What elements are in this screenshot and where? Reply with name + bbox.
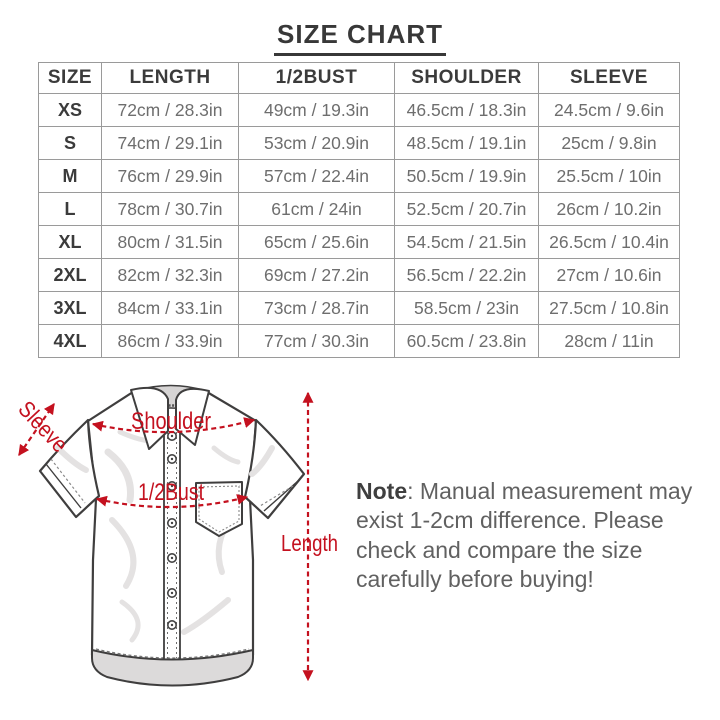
table-row: XL 80cm / 31.5in 65cm / 25.6in 54.5cm / 21.…	[38, 225, 680, 259]
size-chart-table: SIZE LENGTH 1/2BUST SHOULDER SLEEVE XS 72cm /…	[38, 62, 680, 358]
measure-cell: 72cm / 28.3in	[101, 93, 239, 127]
note-line: check and compare the size	[356, 536, 643, 563]
note-line: Note: Manual measurement may	[356, 478, 693, 504]
right-cuff-stitch	[259, 485, 294, 507]
size-cell: M	[38, 159, 102, 193]
measure-cell: 65cm / 25.6in	[238, 225, 395, 259]
column-header: SLEEVE	[538, 62, 680, 94]
measure-cell: 82cm / 32.3in	[101, 258, 239, 292]
measure-cell: 84cm / 33.1in	[101, 291, 239, 325]
measure-cell: 24.5cm / 9.6in	[538, 93, 680, 127]
measure-cell: 26cm / 10.2in	[538, 192, 680, 226]
size-cell: 4XL	[38, 324, 102, 358]
size-cell: XS	[38, 93, 102, 127]
measure-cell: 74cm / 29.1in	[101, 126, 239, 160]
shoulder-label: Shoulder	[131, 408, 211, 435]
measure-cell: 27.5cm / 10.8in	[538, 291, 680, 325]
shoulder-arrow	[91, 417, 256, 434]
note-line: exist 1-2cm difference. Please	[356, 507, 664, 534]
note-text: Note: Manual measurement may exist 1-2cm…	[356, 477, 701, 595]
sleeve-arrow	[18, 402, 55, 457]
note-line: carefully before buying!	[356, 566, 594, 593]
measure-cell: 50.5cm / 19.9in	[394, 159, 539, 193]
left-cuff-stitch	[50, 458, 86, 504]
measure-cell: 25.5cm / 10in	[538, 159, 680, 193]
measure-cell: 78cm / 30.7in	[101, 192, 239, 226]
measure-cell: 28cm / 11in	[538, 324, 680, 358]
size-cell: XL	[38, 225, 102, 259]
page-title-row: SIZE CHART	[0, 19, 720, 56]
table-row: 2XL 82cm / 32.3in 69cm / 27.2in 56.5cm / 22…	[38, 258, 680, 292]
column-header: SHOULDER	[394, 62, 539, 94]
right-sleeve	[243, 418, 306, 520]
measure-cell: 86cm / 33.9in	[101, 324, 239, 358]
length-label: Length	[281, 530, 338, 556]
size-cell: 3XL	[38, 291, 102, 325]
measure-cell: 56.5cm / 22.2in	[394, 258, 539, 292]
measure-cell: 49cm / 19.3in	[238, 93, 395, 127]
measure-cell: 27cm / 10.6in	[538, 258, 680, 292]
column-header: SIZE	[38, 62, 102, 94]
size-cell: S	[38, 126, 102, 160]
hem-stitch	[95, 648, 250, 659]
measure-cell: 69cm / 27.2in	[238, 258, 395, 292]
pocket-stitch	[198, 485, 240, 533]
table-header-row: SIZE LENGTH 1/2BUST SHOULDER SLEEVE	[38, 62, 680, 94]
size-cell: 2XL	[38, 258, 102, 292]
measure-cell: 26.5cm / 10.4in	[538, 225, 680, 259]
measure-cell: 76cm / 29.9in	[101, 159, 239, 193]
measure-cell: 77cm / 30.3in	[238, 324, 395, 358]
bust-label: 1/2Bust	[138, 479, 204, 506]
measure-cell: 54.5cm / 21.5in	[394, 225, 539, 259]
measure-cell: 57cm / 22.4in	[238, 159, 395, 193]
size-cell: L	[38, 192, 102, 226]
measure-cell: 52.5cm / 20.7in	[394, 192, 539, 226]
hem-band	[91, 648, 254, 687]
column-header: 1/2BUST	[238, 62, 395, 94]
shirt-measurement-diagram: Sleeve Shoulder 1/2Bust Length	[13, 384, 338, 687]
table-body: XS 72cm / 28.3in 49cm / 19.3in 46.5cm / 18.…	[38, 93, 680, 358]
table-row: M 76cm / 29.9in 57cm / 22.4in 50.5cm / 19.9…	[38, 159, 680, 193]
measure-cell: 61cm / 24in	[238, 192, 395, 226]
measure-cell: 58.5cm / 23in	[394, 291, 539, 325]
measure-cell: 60.5cm / 23.8in	[394, 324, 539, 358]
table-row: XS 72cm / 28.3in 49cm / 19.3in 46.5cm / 18.…	[38, 93, 680, 127]
table-row: 4XL 86cm / 33.9in 77cm / 30.3in 60.5cm / 23…	[38, 324, 680, 358]
placket	[163, 430, 181, 660]
measure-cell: 73cm / 28.7in	[238, 291, 395, 325]
page-title: SIZE CHART	[274, 19, 446, 56]
note-label: Note	[356, 478, 408, 504]
table-row: S 74cm / 29.1in 53cm / 20.9in 48.5cm / 19.1…	[38, 126, 680, 160]
measure-cell: 46.5cm / 18.3in	[394, 93, 539, 127]
measure-cell: 25cm / 9.8in	[538, 126, 680, 160]
table-row: 3XL 84cm / 33.1in 73cm / 28.7in 58.5cm / 23…	[38, 291, 680, 325]
left-cuff-line	[45, 463, 82, 509]
measure-cell: 53cm / 20.9in	[238, 126, 395, 160]
column-header: LENGTH	[101, 62, 239, 94]
measure-cell: 80cm / 31.5in	[101, 225, 239, 259]
bust-arrow	[95, 494, 249, 509]
measure-cell: 48.5cm / 19.1in	[394, 126, 539, 160]
table-row: L 78cm / 30.7in 61cm / 24in 52.5cm / 20.7in…	[38, 192, 680, 226]
